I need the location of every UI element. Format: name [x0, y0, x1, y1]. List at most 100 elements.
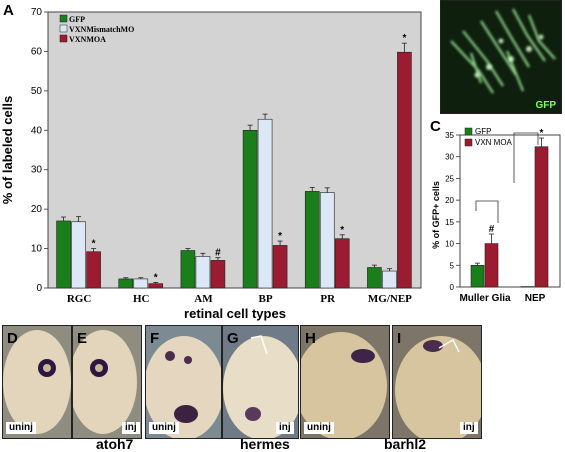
- chart-c-ytick-label-3: 15: [445, 218, 454, 227]
- chart-a-significance-mark-4: *: [340, 225, 344, 236]
- chart-a-bar-vxnmismatchmo-5: [382, 270, 397, 289]
- chart-a-bar-vxnmismatchmo-0: [71, 221, 86, 289]
- chart-a-bar-vxnmoa-2: [210, 260, 226, 289]
- embryo-photo-d: [2, 325, 72, 439]
- chart-c-ytick-label-4: 20: [445, 196, 454, 205]
- tag-f: uninj: [149, 422, 179, 434]
- chart-a-bar-vxnmismatchmo-4: [319, 192, 335, 289]
- chart-c-bar-gfp-1: [520, 286, 535, 288]
- tag-d: uninj: [6, 422, 36, 434]
- chart-a-xlabel: retinal cell types: [184, 306, 286, 321]
- legend-c-swatch-gfp: [464, 127, 473, 136]
- panel-letter-e: E: [77, 330, 88, 347]
- chart-c-ytick-label-1: 5: [450, 261, 455, 270]
- embryo-photo-f: [145, 325, 222, 439]
- chart-a-category-label-3: BP: [259, 293, 273, 305]
- chart-c-bar-gfp-0: [470, 264, 485, 288]
- chart-a-significance-mark-0: *: [92, 239, 96, 250]
- chart-a-significance-mark-5: *: [402, 33, 406, 44]
- tag-e: inj: [122, 422, 140, 434]
- chart-a-bar-vxnmismatchmo-1: [133, 278, 149, 289]
- chart-a-plot-area: [47, 11, 422, 289]
- chart-a-bar-gfp-3: [242, 129, 258, 289]
- chart-a-ytick-label-6: 60: [31, 46, 43, 57]
- micrograph-label: GFP: [535, 100, 556, 111]
- chart-c-ytick-label-5: 25: [445, 174, 454, 183]
- chart-a-category-label-4: PR: [320, 293, 336, 305]
- chart-c-ytick-label-2: 10: [445, 240, 454, 249]
- gene-label-barhl2: barhl2: [384, 436, 427, 452]
- chart-a-category-label-2: AM: [194, 293, 213, 305]
- legend-label-mismatch: VXNMismatchMO: [69, 25, 134, 34]
- embryo-photo-h: [300, 325, 390, 439]
- chart-a-ytick-label-3: 30: [31, 165, 43, 176]
- legend-c-label-moa: VXN MOA: [475, 138, 513, 147]
- chart-a-bar-gfp-1: [118, 278, 134, 289]
- tag-g: inj: [276, 422, 294, 434]
- chart-a-bar-vxnmoa-0: [86, 251, 101, 289]
- panel-letter-a: A: [3, 2, 14, 19]
- chart-a-bar-gfp-4: [304, 191, 320, 289]
- chart-a-category-label-0: RGC: [67, 293, 92, 305]
- chart-a: 0 10 20 30 40 50 60 70 * * # * * * RGC HC AM BP PR MG/NEP…: [0, 7, 422, 321]
- panel-letter-c: C: [430, 118, 441, 135]
- legend-swatch-moa: [59, 34, 68, 43]
- chart-a-bar-gfp-2: [180, 250, 196, 289]
- chart-a-ytick-label-7: 70: [31, 7, 43, 18]
- panel-letter-f: F: [150, 330, 160, 347]
- chart-c-bar-vxn-moa-1: [534, 146, 549, 288]
- gene-label-hermes: hermes: [240, 436, 290, 452]
- legend-swatch-mismatch: [59, 24, 68, 33]
- chart-c-significance-mark-1: *: [540, 128, 544, 139]
- gene-label-atoh7: atoh7: [96, 436, 134, 452]
- chart-a-bar-vxnmoa-3: [272, 245, 288, 289]
- chart-c-ytick-label-0: 0: [450, 283, 455, 292]
- gfp-micrograph: GFP: [440, 0, 562, 114]
- chart-a-ytick-label-0: 0: [36, 283, 42, 294]
- bracket-muller-glia: [475, 200, 499, 223]
- chart-c-significance-mark-0: #: [489, 224, 495, 235]
- chart-a-category-label-1: HC: [133, 293, 150, 305]
- chart-c: 0 5 10 15 20 25 30 35 # * Muller Glia NEP % of GF…: [431, 127, 561, 304]
- chart-a-bar-vxnmismatchmo-3: [257, 118, 273, 289]
- panel-letter-g: G: [227, 330, 239, 347]
- legend-c-swatch-moa: [464, 138, 473, 147]
- legend-label-moa: VXNMOA: [69, 35, 106, 44]
- chart-a-ylabel: % of labeled cells: [0, 96, 15, 204]
- gfp-cells-image: [441, 1, 561, 113]
- chart-a-bar-gfp-0: [56, 220, 71, 289]
- chart-a-ytick-label-4: 40: [31, 125, 43, 136]
- chart-c-ylabel: % of GFP+ cells: [431, 181, 441, 249]
- chart-a-bar-vxnmismatchmo-2: [195, 256, 211, 289]
- chart-a-ytick-label-2: 20: [31, 204, 43, 215]
- tag-h: uninj: [304, 422, 334, 434]
- tag-i: inj: [460, 422, 478, 434]
- embryo-photo-g: [222, 325, 299, 439]
- embryo-photo-e: [72, 325, 142, 439]
- chart-c-legend: GFP VXN MOA: [464, 127, 513, 147]
- chart-a-category-label-5: MG/NEP: [368, 293, 412, 305]
- chart-c-category-label-0: Muller Glia: [459, 293, 511, 304]
- chart-c-bar-vxn-moa-0: [484, 243, 499, 288]
- chart-a-significance-mark-1: *: [154, 272, 158, 283]
- embryo-photo-i: [392, 325, 482, 439]
- chart-c-ytick-label-6: 30: [445, 153, 454, 162]
- panel-letter-i: I: [397, 330, 402, 347]
- chart-a-bar-gfp-5: [367, 267, 382, 289]
- chart-a-bar-vxnmoa-1: [148, 283, 164, 289]
- chart-a-ytick-label-1: 10: [31, 244, 43, 255]
- chart-c-ytick-label-7: 35: [445, 131, 454, 140]
- legend-c-label-gfp: GFP: [475, 127, 491, 136]
- chart-a-ytick-label-5: 50: [31, 86, 43, 97]
- chart-a-significance-mark-2: #: [215, 248, 221, 259]
- chart-a-bar-vxnmoa-5: [397, 51, 412, 289]
- legend-swatch-gfp: [59, 14, 68, 23]
- legend-label-gfp: GFP: [69, 15, 85, 24]
- panel-letter-d: D: [7, 330, 18, 347]
- chart-c-category-label-1: NEP: [525, 293, 546, 304]
- chart-a-significance-mark-3: *: [278, 231, 282, 242]
- chart-a-legend: GFP VXNMismatchMO VXNMOA: [59, 14, 134, 44]
- panel-letter-h: H: [305, 330, 316, 347]
- bracket-nep: [513, 132, 539, 183]
- chart-a-bar-vxnmoa-4: [334, 238, 350, 289]
